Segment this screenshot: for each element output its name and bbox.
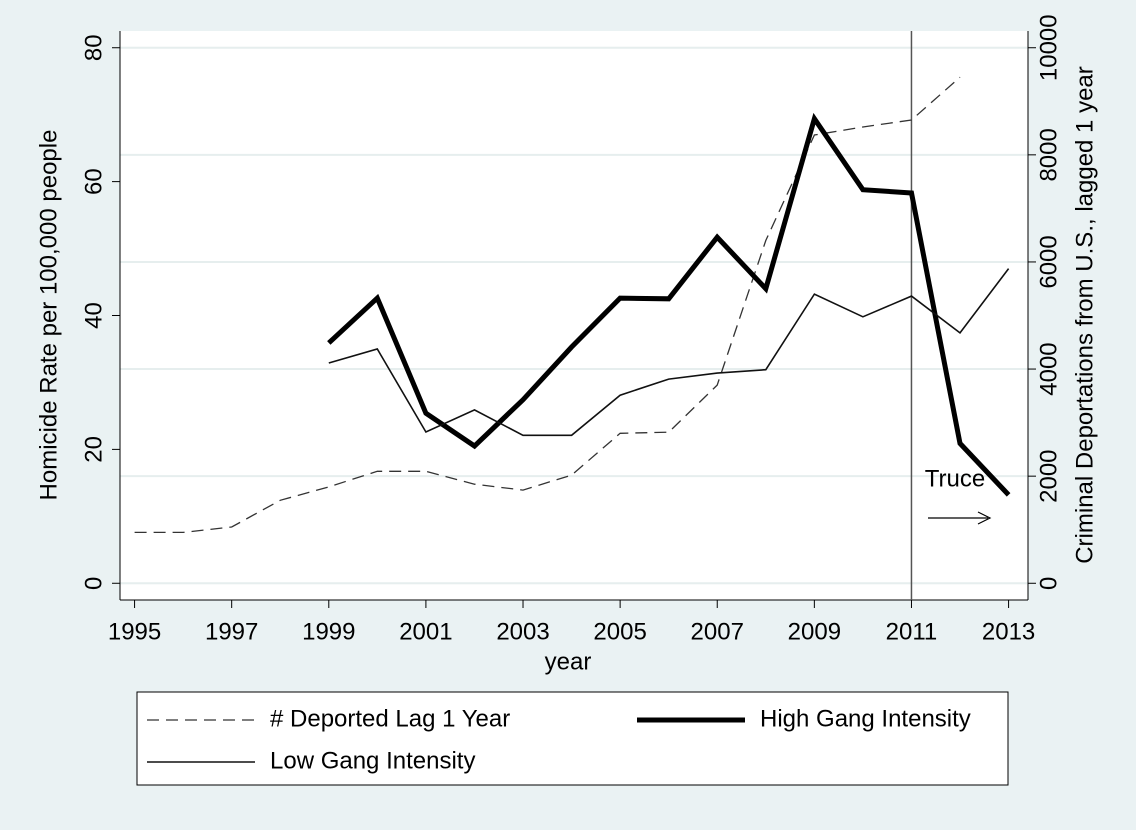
- legend: [136, 691, 1009, 786]
- y2-tick-label: 2000: [1035, 449, 1062, 502]
- x-tick-label: 2009: [788, 618, 841, 645]
- annotation: Truce: [925, 465, 985, 492]
- plot-area: [120, 31, 1028, 600]
- x-tick-label: 2007: [691, 618, 744, 645]
- x-tick-label: 2013: [982, 618, 1035, 645]
- y2-tick-label: 4000: [1035, 342, 1062, 395]
- x-tick-label: 1997: [205, 618, 258, 645]
- x-tick-label: 2003: [496, 618, 549, 645]
- series-line: [134, 76, 961, 534]
- y2-tick-label: 6000: [1035, 235, 1062, 288]
- arrow-head: [977, 511, 992, 525]
- x-axis-title: year: [545, 648, 592, 675]
- y-tick-label: 60: [80, 168, 107, 195]
- y-tick-label: 80: [80, 34, 107, 61]
- x-tick-label: 1999: [302, 618, 355, 645]
- y2-tick-label: 8000: [1035, 128, 1062, 181]
- y-tick-label: 0: [80, 577, 107, 590]
- y-axis-title: Homicide Rate per 100,000 people: [35, 130, 62, 501]
- legend-label: High Gang Intensity: [760, 705, 971, 732]
- y2-tick-label: 0: [1035, 577, 1062, 590]
- y-tick-label: 20: [80, 436, 107, 463]
- x-tick-label: 1995: [108, 618, 161, 645]
- legend-label: # Deported Lag 1 Year: [270, 705, 510, 732]
- legend-label: Low Gang Intensity: [270, 747, 475, 774]
- y2-axis-title: Criminal Deportations from U.S., lagged …: [1071, 66, 1098, 564]
- y2-tick-label: 10000: [1035, 14, 1062, 81]
- x-tick-label: 2001: [399, 618, 452, 645]
- x-tick-label: 2011: [886, 618, 938, 645]
- x-tick-label: 2005: [593, 618, 646, 645]
- series-line: [328, 268, 1010, 437]
- y-tick-label: 40: [80, 302, 107, 329]
